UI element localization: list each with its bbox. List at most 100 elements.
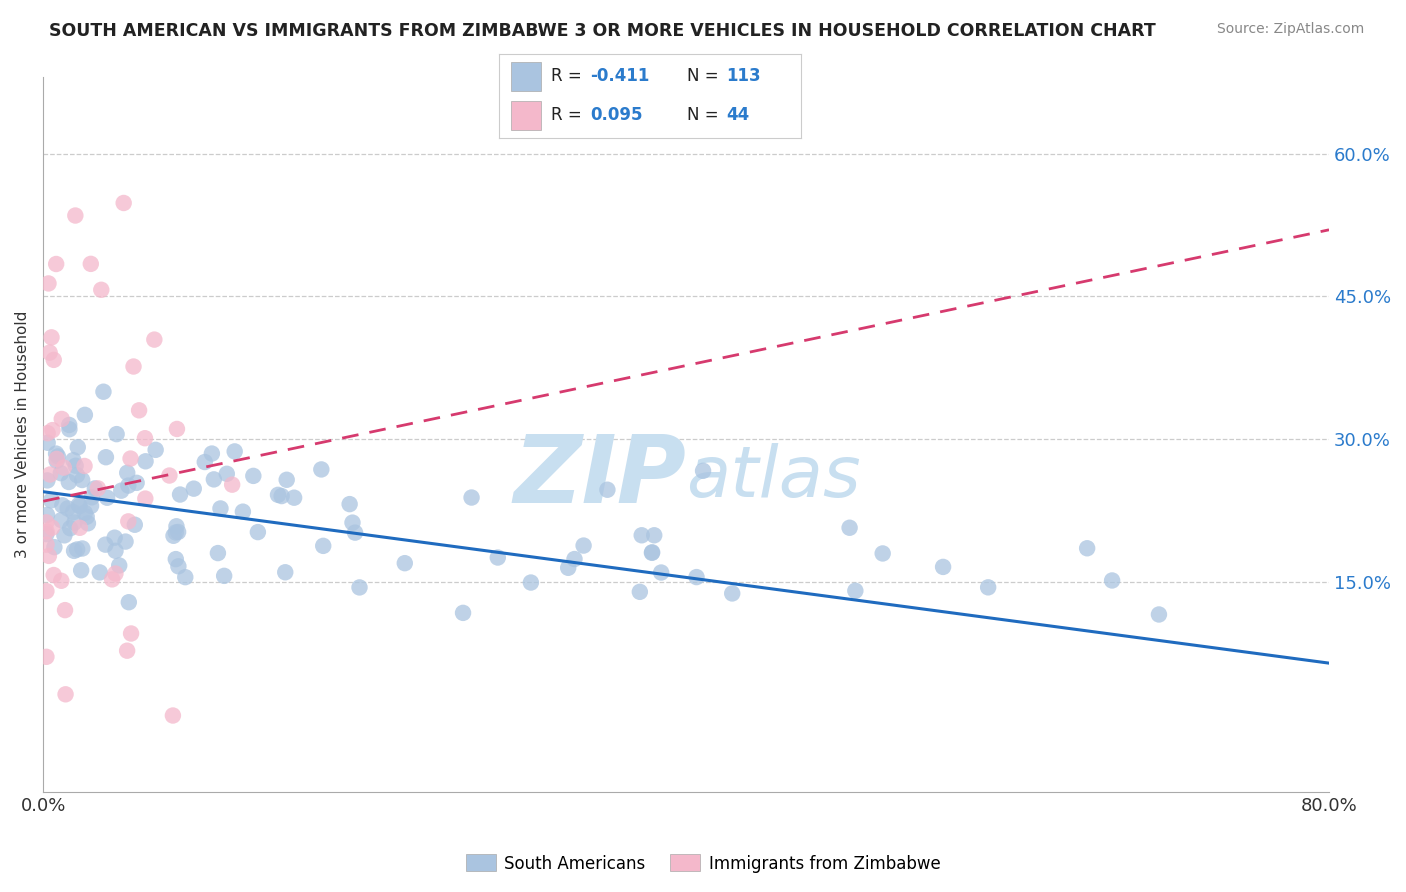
Point (460, 491, 482, 505)
Point (37, 474, 59, 488)
Point (117, 478, 139, 492)
Point (37, 277, 59, 291)
Point (80, 491, 103, 505)
Point (39, 467, 62, 482)
Point (872, 546, 894, 560)
Point (115, 643, 138, 657)
Point (93, 384, 115, 399)
Point (145, 442, 167, 457)
Point (35, 538, 58, 552)
Point (120, 451, 142, 466)
Point (212, 569, 235, 583)
Text: R =: R = (551, 106, 586, 124)
Point (283, 491, 305, 505)
Legend: South Americans, Immigrants from Zimbabwe: South Americans, Immigrants from Zimbabw… (458, 847, 948, 880)
Point (167, 524, 190, 539)
Point (59, 521, 82, 535)
Point (274, 566, 297, 580)
Point (572, 539, 595, 553)
Point (270, 489, 292, 503)
Point (242, 469, 264, 483)
Text: 44: 44 (725, 106, 749, 124)
Point (35, 649, 58, 664)
Text: Source: ZipAtlas.com: Source: ZipAtlas.com (1216, 22, 1364, 37)
Point (89, 566, 111, 580)
Point (120, 626, 142, 640)
Point (38, 345, 60, 359)
Point (162, 529, 184, 543)
Point (394, 556, 416, 570)
Point (58, 422, 80, 436)
Point (339, 497, 361, 511)
Point (451, 606, 474, 620)
Point (35, 584, 58, 599)
Point (73, 506, 96, 520)
Point (117, 515, 139, 529)
Point (122, 359, 145, 374)
Point (77, 516, 100, 531)
Point (41, 330, 63, 344)
Point (69, 499, 91, 513)
Point (643, 528, 665, 542)
Text: 113: 113 (725, 68, 761, 86)
Point (134, 491, 156, 506)
Point (94, 450, 117, 465)
Point (45, 257, 67, 271)
Point (53, 603, 76, 617)
Point (35, 524, 58, 539)
Point (41, 423, 63, 437)
Point (42, 352, 65, 367)
Point (39, 493, 62, 508)
Point (66, 542, 89, 557)
Point (105, 427, 128, 442)
Point (1147, 607, 1170, 622)
Text: SOUTH AMERICAN VS IMMIGRANTS FROM ZIMBABWE 3 OR MORE VEHICLES IN HOUSEHOLD CORRE: SOUTH AMERICAN VS IMMIGRANTS FROM ZIMBAB… (49, 22, 1156, 40)
Point (596, 483, 619, 497)
Point (63, 544, 86, 558)
Point (165, 552, 187, 566)
Point (51, 498, 73, 512)
Point (66, 440, 89, 454)
Point (174, 570, 197, 584)
Point (520, 575, 543, 590)
Point (35, 508, 58, 522)
Point (80, 257, 103, 271)
Point (838, 521, 860, 535)
Point (194, 455, 217, 469)
Point (83, 482, 105, 496)
Y-axis label: 3 or more Vehicles in Household: 3 or more Vehicles in Household (15, 311, 30, 558)
Text: ZIP: ZIP (513, 432, 686, 524)
Point (110, 483, 132, 498)
Point (94, 538, 117, 552)
Point (37, 435, 59, 450)
Point (53, 528, 76, 542)
Point (51, 412, 73, 426)
Point (35, 516, 58, 530)
Point (58, 417, 80, 432)
Point (844, 583, 866, 598)
Point (1076, 541, 1098, 556)
Point (90, 283, 112, 297)
Point (628, 584, 651, 599)
Point (70, 473, 93, 487)
Point (276, 473, 298, 487)
Point (62, 505, 84, 519)
Bar (512, 101, 541, 130)
Text: -0.411: -0.411 (591, 68, 650, 86)
Point (183, 482, 205, 496)
Point (202, 472, 225, 486)
Point (45, 451, 67, 466)
Point (135, 454, 157, 468)
Point (344, 525, 367, 540)
Point (224, 444, 246, 458)
Point (166, 519, 188, 533)
Point (201, 446, 224, 460)
Point (58, 475, 80, 489)
Point (215, 467, 238, 481)
Point (52, 460, 75, 475)
Point (67, 498, 90, 512)
Point (42, 568, 65, 582)
Point (630, 528, 652, 542)
Point (51, 513, 73, 527)
Point (73, 408, 96, 422)
